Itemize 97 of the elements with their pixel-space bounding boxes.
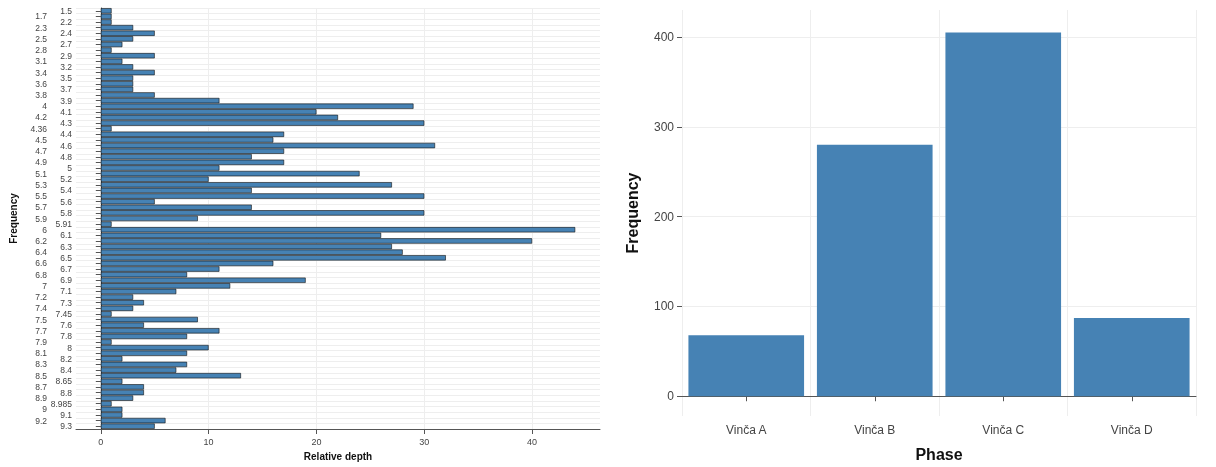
y-tick-label: 9.1 [60,409,73,420]
y-tick-label: 6.9 [60,275,73,286]
y-tick-label: 2.7 [60,39,73,50]
y-tick-label: 8.3 [35,359,48,370]
bar [816,144,933,397]
y-tick-label: 7.45 [55,308,73,319]
y-tick-label: 6.2 [35,235,48,246]
y-tick-label: 8.7 [35,381,48,392]
x-tick-label: Vinča A [726,423,767,437]
y-tick-label: 2.4 [60,28,73,39]
y-tick-label: 6.5 [60,252,73,263]
y-tick-label: 8.9 [35,393,48,404]
x-axis-title: Relative depth [303,450,373,462]
y-tick-label: 9.2 [35,415,48,426]
x-tick-label: Vinča D [1110,423,1153,437]
y-tick-label: 6.7 [60,264,73,275]
y-tick-label: 2.8 [35,45,48,56]
y-tick-label: 4.8 [60,151,73,162]
x-tick-label: 30 [419,436,430,447]
y-tick-label: 7.1 [60,286,73,297]
y-tick-label: 5.2 [60,174,73,185]
bar [688,335,805,397]
y-tick-label: 3.8 [35,90,48,101]
y-tick-label: 6 [42,224,48,235]
y-tick-label: 8.4 [60,365,73,376]
y-tick-label: 5.8 [60,207,73,218]
y-tick-label: 5.91 [55,219,73,230]
bar [945,32,1062,397]
y-tick-label: 400 [653,29,675,44]
y-tick-label: 4.1 [60,106,73,117]
y-tick-label: 100 [653,299,675,314]
y-axis-title: Frequency [623,172,641,254]
y-tick-label: 7.7 [35,325,48,336]
y-tick-label: 7.3 [60,297,73,308]
y-tick-label: 7.6 [60,320,73,331]
y-tick-label: 3.1 [35,56,48,67]
y-tick-label: 4 [42,101,48,112]
y-tick-label: 0 [667,389,675,404]
y-tick-label: 3.4 [35,67,48,78]
y-tick-label: 3.5 [60,73,73,84]
y-tick-label: 4.36 [30,123,48,134]
y-tick-label: 8.985 [50,398,73,409]
y-tick-label: 4.5 [35,134,48,145]
y-tick-label: 7.4 [35,303,48,314]
y-tick-label: 4.6 [60,140,73,151]
y-tick-label: 5.9 [35,213,48,224]
y-tick-label: 4.9 [35,157,48,168]
x-tick-label: 10 [203,436,214,447]
y-tick-label: 1.5 [60,5,73,16]
y-tick-label: 7.9 [35,336,48,347]
y-tick-label: 2.2 [60,17,73,28]
y-tick-label: 5 [67,162,73,173]
y-tick-label: 3.6 [35,78,48,89]
y-tick-label: 2.5 [35,33,48,44]
y-tick-label: 5.5 [35,191,48,202]
y-tick-label: 2.3 [35,22,48,33]
y-tick-label: 4.4 [60,129,73,140]
y-tick-label: 7.2 [35,292,48,303]
y-tick-label: 6.8 [35,269,48,280]
bar [1073,318,1190,397]
y-tick-label: 1.7 [35,11,48,22]
y-tick-label: 4.2 [35,112,48,123]
y-tick-label: 6.1 [60,230,73,241]
y-tick-label: 8.5 [35,370,48,381]
y-tick-label: 3.2 [60,61,73,72]
y-tick-label: 7 [42,280,48,291]
y-tick-label: 9.3 [60,421,73,432]
y-tick-label: 7.5 [35,314,48,325]
y-axis-title: Frequency [7,192,19,244]
x-tick-label: Vinča B [854,423,896,437]
y-tick-label: 200 [653,209,675,224]
y-tick-label: 6.6 [35,258,48,269]
y-tick-label: 5.4 [60,185,73,196]
x-tick-label: 20 [311,436,322,447]
y-tick-label: 8.1 [35,348,48,359]
y-tick-label: 5.7 [35,202,48,213]
y-tick-label: 9 [42,404,48,415]
y-tick-label: 4.3 [60,118,73,129]
x-axis-title: Phase [915,445,963,463]
y-tick-label: 8 [67,342,73,353]
y-tick-label: 4.7 [35,146,48,157]
y-tick-label: 7.8 [60,331,73,342]
y-tick-label: 8.65 [55,376,73,387]
y-tick-label: 6.4 [35,247,48,258]
y-tick-label: 5.6 [60,196,73,207]
y-tick-label: 3.9 [60,95,73,106]
y-tick-label: 6.3 [60,241,73,252]
y-tick-label: 8.2 [60,353,73,364]
y-tick-label: 3.7 [60,84,73,95]
x-tick-label: Vinča C [982,423,1025,437]
y-tick-label: 5.3 [35,179,48,190]
y-tick-label: 5.1 [35,168,48,179]
y-tick-label: 8.8 [60,387,73,398]
y-tick-label: 2.9 [60,50,73,61]
x-tick-label: 40 [527,436,538,447]
x-tick-label: 0 [98,436,104,447]
y-tick-label: 300 [653,119,675,134]
